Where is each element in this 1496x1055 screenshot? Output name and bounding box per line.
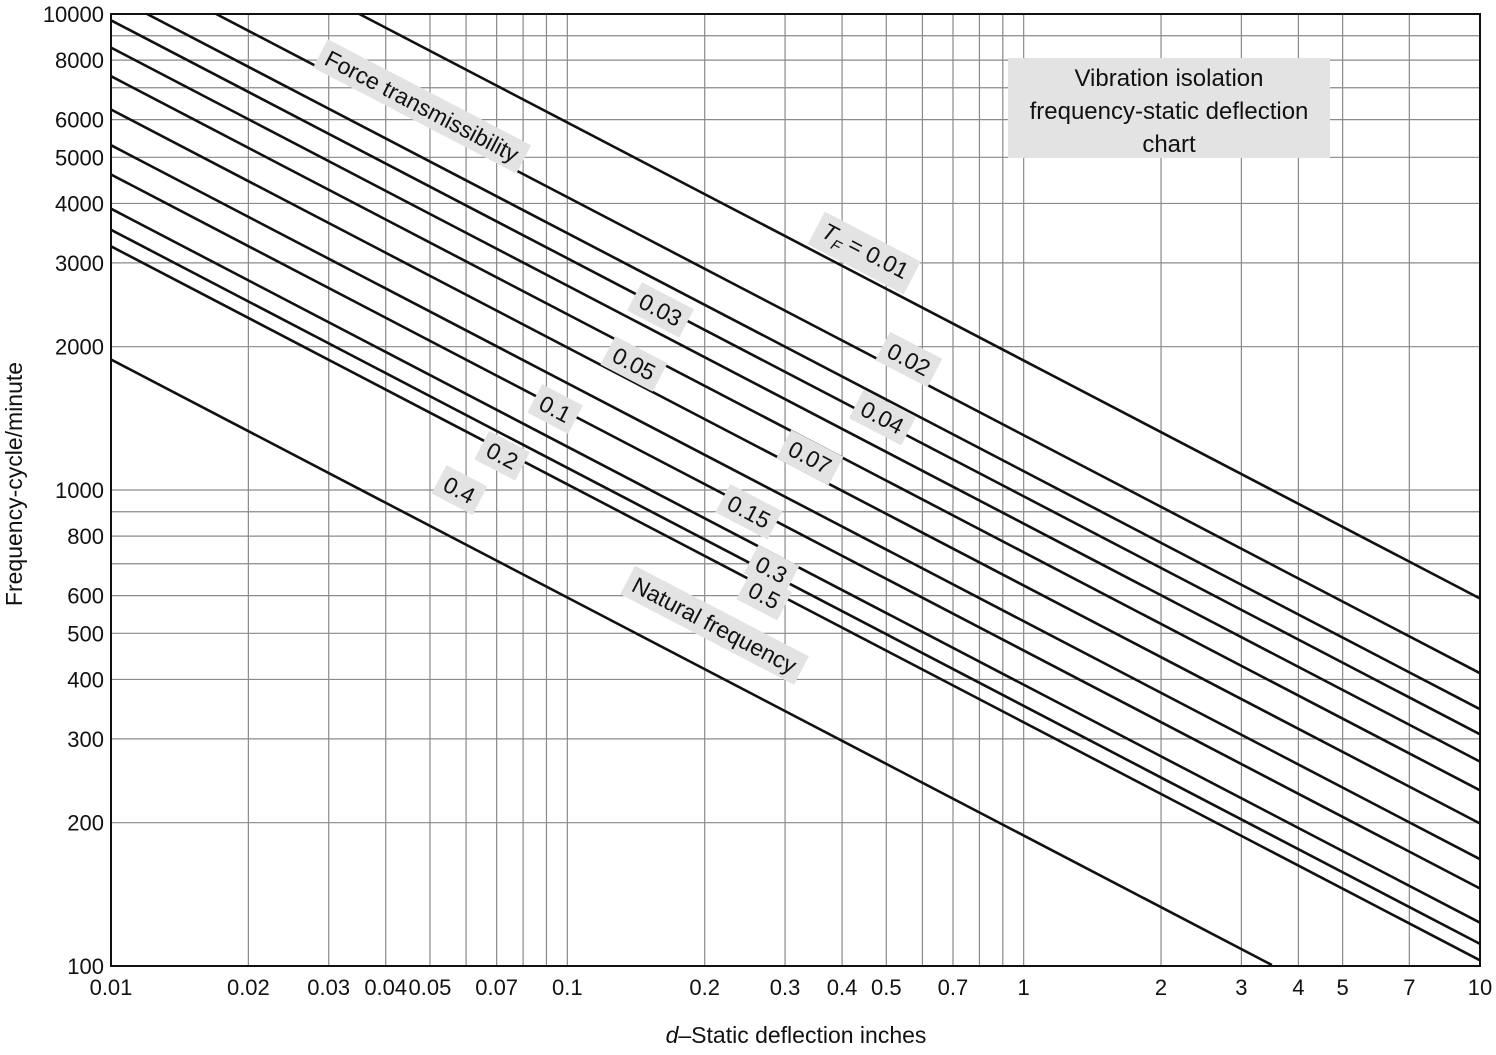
curve-label-group: 0.3 bbox=[743, 544, 800, 595]
x-tick-label: 1 bbox=[1018, 975, 1030, 1000]
curve-label-box bbox=[875, 331, 943, 388]
chart-title-line-2: frequency-static deflection bbox=[1030, 98, 1309, 125]
y-tick-label: 300 bbox=[67, 727, 104, 752]
y-tick-label: 5000 bbox=[55, 145, 104, 170]
y-tick-label: 4000 bbox=[55, 191, 104, 216]
curve-label-group: 0.15 bbox=[715, 484, 783, 540]
series-line-0-01 bbox=[358, 12, 1481, 600]
x-tick-label: 0.03 bbox=[307, 975, 350, 1000]
x-tick-label: 0.02 bbox=[227, 975, 270, 1000]
x-tick-label: 10 bbox=[1468, 975, 1492, 1000]
tick-labels: 0.01 0.02 0.03 0.04 0.05 0.07 0.1 0.2 0.3 0.4 0.5 0… bbox=[43, 2, 1492, 1000]
curve-label-box bbox=[776, 429, 844, 486]
x-tick-label: 4 bbox=[1292, 975, 1304, 1000]
series-line-0-05 bbox=[110, 46, 1481, 763]
x-tick-label: 7 bbox=[1403, 975, 1415, 1000]
x-tick-label: 0.01 bbox=[90, 975, 133, 1000]
plot-frame bbox=[110, 13, 1481, 967]
curve-label-box bbox=[736, 570, 792, 621]
curve-label-group: 0.02 bbox=[875, 331, 943, 388]
x-tick-label: 2 bbox=[1155, 975, 1167, 1000]
series-line-0-5 bbox=[110, 245, 1481, 962]
x-tick-label: 0.2 bbox=[689, 975, 720, 1000]
curve-label-box bbox=[474, 430, 530, 481]
series-line-0-04 bbox=[110, 19, 1481, 736]
x-tick-label: 0.05 bbox=[409, 975, 452, 1000]
curve-label-group: TF = 0.01 bbox=[807, 211, 921, 295]
curve-label-box bbox=[627, 282, 694, 338]
curve-label-box bbox=[620, 565, 809, 685]
x-tick-label: 0.4 bbox=[827, 975, 858, 1000]
x-tick-label: 0.1 bbox=[552, 975, 583, 1000]
curve-label-box bbox=[600, 336, 668, 392]
curve-label-box bbox=[848, 389, 916, 446]
series-line-0-15 bbox=[110, 144, 1481, 861]
x-tick-label: 0.5 bbox=[871, 975, 902, 1000]
x-tick-label: 0.3 bbox=[770, 975, 801, 1000]
curve-label-box bbox=[313, 39, 532, 174]
x-tick-label: 3 bbox=[1235, 975, 1247, 1000]
y-tick-label: 400 bbox=[67, 667, 104, 692]
y-tick-label: 8000 bbox=[55, 48, 104, 73]
chart-title-line-3: chart bbox=[1142, 131, 1196, 158]
x-axis-label-var: d bbox=[666, 1022, 680, 1048]
curve-label-box bbox=[807, 211, 921, 295]
curve-label-group: 0.03 bbox=[627, 282, 694, 338]
y-tick-label: 3000 bbox=[55, 251, 104, 276]
curve-label-box bbox=[743, 544, 800, 595]
y-tick-label: 2000 bbox=[55, 335, 104, 360]
y-axis-label: Frequency-cycle/minute bbox=[1, 362, 27, 606]
y-tick-label: 100 bbox=[67, 954, 104, 979]
y-tick-label: 500 bbox=[67, 621, 104, 646]
series-line-0-2 bbox=[110, 173, 1481, 890]
y-tick-label: 200 bbox=[67, 811, 104, 836]
x-tick-label: 0.07 bbox=[475, 975, 518, 1000]
curve-label-box bbox=[715, 484, 783, 540]
y-tick-label: 10000 bbox=[43, 2, 104, 27]
curve-label: Force transmissibility bbox=[321, 45, 524, 168]
chart-title-box: Vibration isolation frequency-static def… bbox=[1008, 58, 1330, 158]
curve-label-box bbox=[431, 465, 488, 515]
curve-label-group: 0.1 bbox=[527, 384, 583, 434]
curve-label-group: 0.4 bbox=[431, 465, 488, 515]
y-tick-label: 1000 bbox=[55, 478, 104, 503]
curve-label-box bbox=[527, 384, 583, 434]
series-line-0-4 bbox=[110, 228, 1481, 946]
x-tick-label: 0.04 bbox=[364, 975, 407, 1000]
x-axis-label-text: –Static deflection inches bbox=[678, 1022, 926, 1048]
series-line-natural-frequency bbox=[110, 358, 1273, 967]
chart-title-line-1: Vibration isolation bbox=[1074, 65, 1263, 92]
plot-border bbox=[110, 13, 1481, 967]
x-tick-label: 0.7 bbox=[938, 975, 969, 1000]
x-tick-label: 5 bbox=[1337, 975, 1349, 1000]
y-tick-label: 600 bbox=[67, 584, 104, 609]
curve-label-group: Force transmissibility bbox=[313, 39, 532, 174]
series-line-0-03 bbox=[146, 12, 1481, 711]
y-tick-label: 800 bbox=[67, 524, 104, 549]
curve-label-group: 0.07 bbox=[776, 429, 844, 486]
curve-label-group: 0.2 bbox=[474, 430, 530, 481]
x-axis-label: d–Static deflection inches bbox=[666, 1022, 927, 1048]
y-tick-label: 6000 bbox=[55, 108, 104, 133]
